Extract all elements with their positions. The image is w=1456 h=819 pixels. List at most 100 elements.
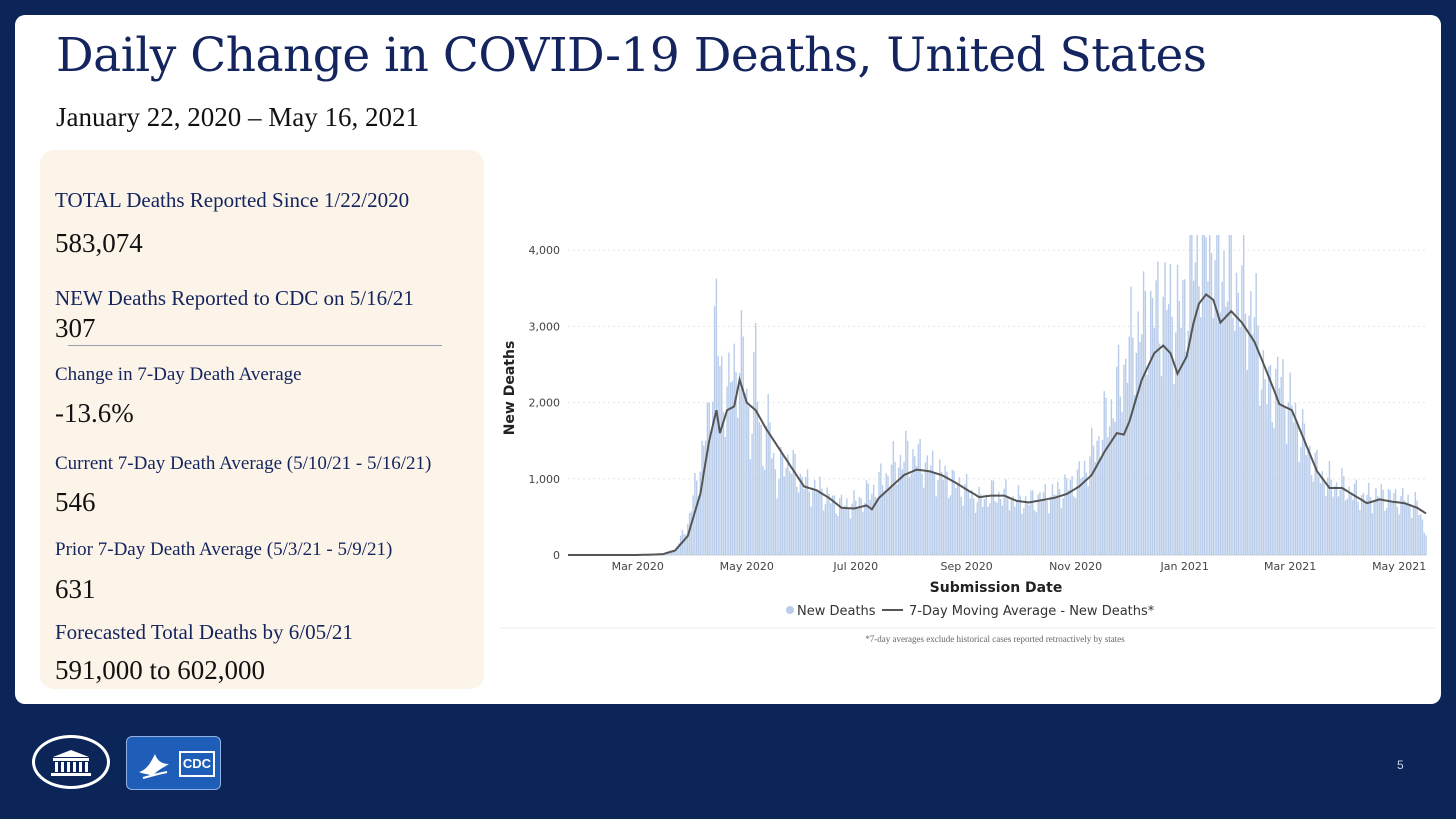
bar — [1187, 330, 1189, 555]
bar — [1126, 382, 1129, 555]
bar — [1337, 496, 1340, 555]
bar — [1393, 492, 1395, 555]
bar — [1124, 358, 1127, 555]
bar — [903, 461, 905, 555]
bar — [1296, 420, 1299, 555]
bar — [1350, 494, 1352, 555]
bar — [935, 496, 937, 555]
bar — [687, 524, 689, 555]
bar — [1158, 343, 1161, 555]
bar — [1058, 489, 1061, 555]
bar — [969, 498, 971, 555]
bar — [737, 417, 739, 555]
bar — [670, 551, 673, 555]
bar — [1412, 506, 1415, 555]
divider — [68, 345, 442, 346]
bar — [838, 498, 841, 555]
bar — [1373, 501, 1375, 555]
white-house-logo — [32, 735, 110, 789]
bar — [1389, 490, 1391, 555]
bar — [878, 472, 880, 555]
bar — [876, 498, 878, 555]
bar — [864, 502, 866, 555]
forecast-value: 591,000 to 602,000 — [55, 655, 266, 685]
y-axis-label: New Deaths — [502, 341, 518, 436]
bar — [1087, 486, 1089, 555]
bar — [751, 433, 753, 555]
bar — [1219, 312, 1222, 555]
bar — [1085, 472, 1088, 555]
bar — [740, 310, 743, 555]
bar — [1394, 488, 1397, 555]
bar — [828, 493, 830, 555]
bar — [704, 440, 707, 555]
bar — [1189, 235, 1191, 555]
bar — [746, 388, 748, 555]
bar — [960, 496, 962, 555]
bar — [1257, 325, 1259, 555]
bar — [964, 484, 966, 555]
bar — [794, 453, 796, 555]
bar — [1214, 260, 1216, 555]
bar — [883, 490, 886, 555]
bar — [1071, 475, 1073, 555]
bar — [1164, 262, 1166, 555]
bar — [1182, 279, 1184, 555]
bar — [1200, 317, 1202, 555]
bar — [806, 469, 809, 555]
bar — [1282, 359, 1284, 555]
bar — [744, 393, 746, 555]
bar — [1368, 482, 1370, 555]
bar — [980, 494, 982, 555]
bar — [1217, 235, 1220, 555]
bar — [1294, 402, 1297, 555]
bar — [1123, 364, 1125, 555]
bar — [915, 466, 918, 555]
bar — [706, 402, 709, 555]
bar — [1049, 496, 1052, 555]
bar — [1064, 474, 1066, 555]
bar — [849, 518, 852, 555]
total-deaths-label: TOTAL Deaths Reported Since 1/22/2020 — [55, 188, 410, 212]
bar — [1419, 514, 1422, 555]
bar — [1114, 421, 1116, 555]
bar — [1207, 281, 1209, 555]
bar — [996, 502, 998, 555]
bar — [1148, 363, 1150, 555]
bar — [912, 449, 914, 555]
bar — [1309, 445, 1311, 555]
bar — [790, 473, 793, 555]
bar — [1003, 488, 1005, 555]
bar — [885, 473, 887, 555]
bar — [942, 479, 945, 555]
bar — [717, 355, 719, 555]
bar — [1057, 481, 1059, 555]
bar — [1377, 496, 1379, 555]
bar — [1151, 298, 1154, 555]
x-tick-label: Sep 2020 — [940, 560, 992, 573]
bar — [917, 444, 920, 555]
bar — [710, 430, 712, 555]
prior-average-value: 631 — [55, 574, 96, 604]
bar — [1212, 318, 1215, 555]
bar — [1121, 412, 1123, 555]
bar — [881, 485, 884, 555]
bar — [869, 499, 871, 555]
bar — [695, 480, 698, 555]
bar — [1228, 235, 1231, 555]
bar — [765, 425, 768, 555]
bar — [703, 445, 705, 555]
bar — [958, 477, 961, 555]
bar — [729, 382, 732, 555]
bar — [990, 480, 993, 555]
bar — [1359, 509, 1361, 555]
bar — [735, 372, 737, 555]
bar — [797, 492, 800, 555]
bar — [688, 513, 691, 555]
bar — [731, 381, 734, 555]
bar — [1208, 235, 1211, 555]
bar — [1185, 351, 1188, 555]
bar — [1080, 478, 1082, 555]
bar — [928, 472, 930, 555]
bar — [1203, 235, 1206, 555]
